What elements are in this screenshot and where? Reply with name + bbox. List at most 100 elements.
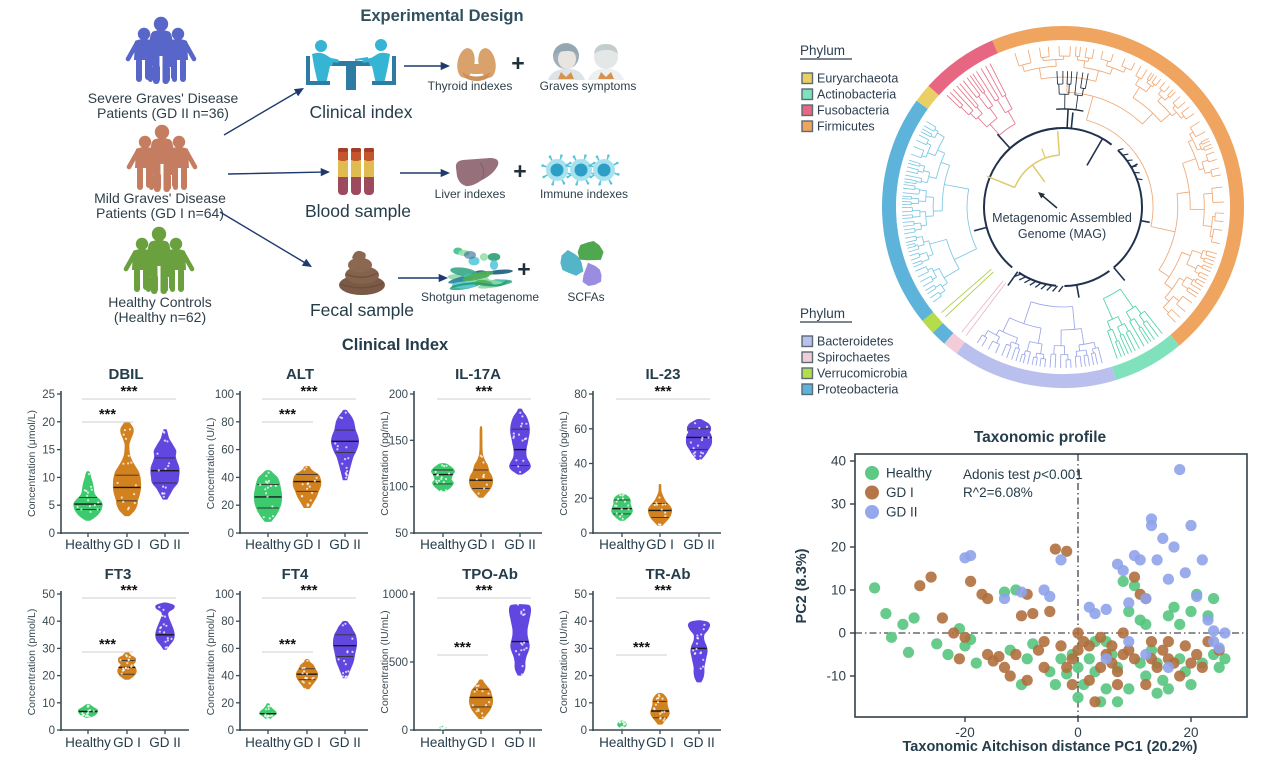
svg-text:Concentration (μmol/L): Concentration (μmol/L) [26, 410, 38, 517]
svg-text:***: *** [99, 407, 116, 423]
svg-text:GD I: GD I [467, 537, 495, 552]
svg-text:DBIL: DBIL [109, 366, 144, 383]
svg-text:Genome (MAG): Genome (MAG) [1018, 227, 1106, 241]
svg-text:GD I: GD I [646, 735, 674, 750]
svg-text:Euryarchaeota: Euryarchaeota [817, 72, 898, 86]
svg-text:30: 30 [42, 643, 55, 655]
svg-text:***: *** [301, 583, 318, 599]
svg-text:10: 10 [831, 583, 846, 598]
svg-text:0: 0 [402, 725, 408, 737]
svg-text:80: 80 [221, 417, 234, 429]
svg-text:Healthy: Healthy [599, 537, 645, 552]
svg-text:Phylum: Phylum [800, 306, 845, 321]
svg-text:10: 10 [42, 472, 55, 484]
svg-text:Spirochaetes: Spirochaetes [817, 351, 890, 365]
svg-text:GD II: GD II [329, 735, 361, 750]
svg-text:Shotgun metagenome: Shotgun metagenome [421, 290, 539, 304]
svg-text:GD II: GD II [329, 537, 361, 552]
svg-text:Thyroid indexes: Thyroid indexes [428, 79, 513, 93]
svg-text:20: 20 [831, 540, 846, 555]
svg-text:Metagenomic Assembled: Metagenomic Assembled [992, 211, 1132, 225]
svg-text:Healthy: Healthy [599, 735, 645, 750]
svg-text:GD II: GD II [886, 505, 918, 520]
svg-text:Patients (GD II n=36): Patients (GD II n=36) [97, 105, 229, 121]
svg-text:Healthy: Healthy [65, 537, 111, 552]
svg-text:500: 500 [389, 657, 408, 669]
svg-text:50: 50 [42, 589, 55, 601]
svg-text:SCFAs: SCFAs [567, 290, 604, 304]
svg-text:***: *** [279, 637, 296, 653]
svg-text:GD II: GD II [504, 537, 536, 552]
svg-text:GD I: GD I [467, 735, 495, 750]
svg-text:100: 100 [389, 482, 408, 494]
svg-text:50: 50 [574, 589, 587, 601]
svg-text:60: 60 [574, 424, 587, 436]
svg-text:Liver indexes: Liver indexes [435, 187, 506, 201]
svg-text:***: *** [633, 640, 650, 656]
svg-text:Concentration (pmol/L): Concentration (pmol/L) [205, 609, 217, 716]
svg-text:20: 20 [574, 671, 587, 683]
svg-text:Healthy Controls: Healthy Controls [108, 294, 212, 310]
svg-text:***: *** [655, 583, 672, 599]
svg-text:40: 40 [221, 671, 234, 683]
svg-text:Graves symptoms: Graves symptoms [540, 79, 637, 93]
svg-text:Fusobacteria: Fusobacteria [817, 104, 889, 118]
svg-text:20: 20 [574, 493, 587, 505]
svg-text:(Healthy n=62): (Healthy n=62) [114, 309, 206, 325]
svg-text:20: 20 [221, 500, 234, 512]
svg-text:***: *** [121, 384, 138, 400]
svg-text:10: 10 [42, 698, 55, 710]
svg-text:Patients (GD I n=64): Patients (GD I n=64) [96, 205, 224, 221]
svg-text:Blood sample: Blood sample [305, 201, 411, 221]
svg-text:GD I: GD I [293, 735, 321, 750]
svg-text:Experimental Design: Experimental Design [360, 7, 523, 25]
svg-text:Taxonomic Aitchison distance P: Taxonomic Aitchison distance PC1 (20.2%) [903, 739, 1198, 755]
svg-text:***: *** [301, 384, 318, 400]
svg-text:TPO-Ab: TPO-Ab [462, 566, 518, 583]
svg-text:Verrucomicrobia: Verrucomicrobia [817, 367, 907, 381]
svg-text:50: 50 [395, 528, 408, 540]
svg-text:0: 0 [581, 528, 587, 540]
svg-text:Actinobacteria: Actinobacteria [817, 88, 896, 102]
svg-text:***: *** [655, 384, 672, 400]
svg-text:Clinical index: Clinical index [309, 102, 412, 122]
svg-text:Taxonomic profile: Taxonomic profile [974, 429, 1107, 446]
svg-text:100: 100 [215, 589, 234, 601]
svg-text:Concentration (pmol/L): Concentration (pmol/L) [26, 609, 38, 716]
svg-text:Healthy: Healthy [420, 735, 466, 750]
svg-text:GD II: GD II [504, 735, 536, 750]
svg-text:Phylum: Phylum [800, 43, 845, 58]
svg-text:GD II: GD II [683, 735, 715, 750]
svg-text:Fecal sample: Fecal sample [310, 300, 414, 320]
svg-text:+: + [517, 256, 530, 282]
svg-text:TR-Ab: TR-Ab [646, 566, 691, 583]
svg-text:Mild Graves' Disease: Mild Graves' Disease [94, 190, 226, 206]
svg-text:30: 30 [574, 643, 587, 655]
svg-text:30: 30 [831, 497, 846, 512]
svg-text:200: 200 [389, 389, 408, 401]
svg-text:***: *** [279, 407, 296, 423]
svg-text:20: 20 [42, 417, 55, 429]
svg-text:0: 0 [49, 528, 55, 540]
svg-text:***: *** [121, 583, 138, 599]
svg-text:GD II: GD II [149, 537, 181, 552]
svg-text:60: 60 [221, 445, 234, 457]
svg-text:20: 20 [1183, 725, 1198, 740]
svg-text:20: 20 [221, 698, 234, 710]
svg-text:1000: 1000 [382, 589, 408, 601]
svg-text:60: 60 [221, 643, 234, 655]
svg-text:Concentration (pg/mL): Concentration (pg/mL) [558, 411, 570, 515]
svg-text:5: 5 [49, 500, 55, 512]
svg-text:80: 80 [574, 389, 587, 401]
svg-text:Healthy: Healthy [886, 466, 932, 481]
svg-text:***: *** [476, 384, 493, 400]
svg-text:Bacteroidetes: Bacteroidetes [817, 335, 893, 349]
svg-text:-10: -10 [826, 669, 846, 684]
svg-text:0: 0 [228, 725, 234, 737]
svg-text:Healthy: Healthy [245, 735, 291, 750]
svg-text:40: 40 [574, 616, 587, 628]
svg-text:Immune indexes: Immune indexes [540, 187, 628, 201]
svg-text:GD I: GD I [113, 735, 141, 750]
svg-text:40: 40 [831, 454, 846, 469]
svg-text:Proteobacteria: Proteobacteria [817, 383, 898, 397]
